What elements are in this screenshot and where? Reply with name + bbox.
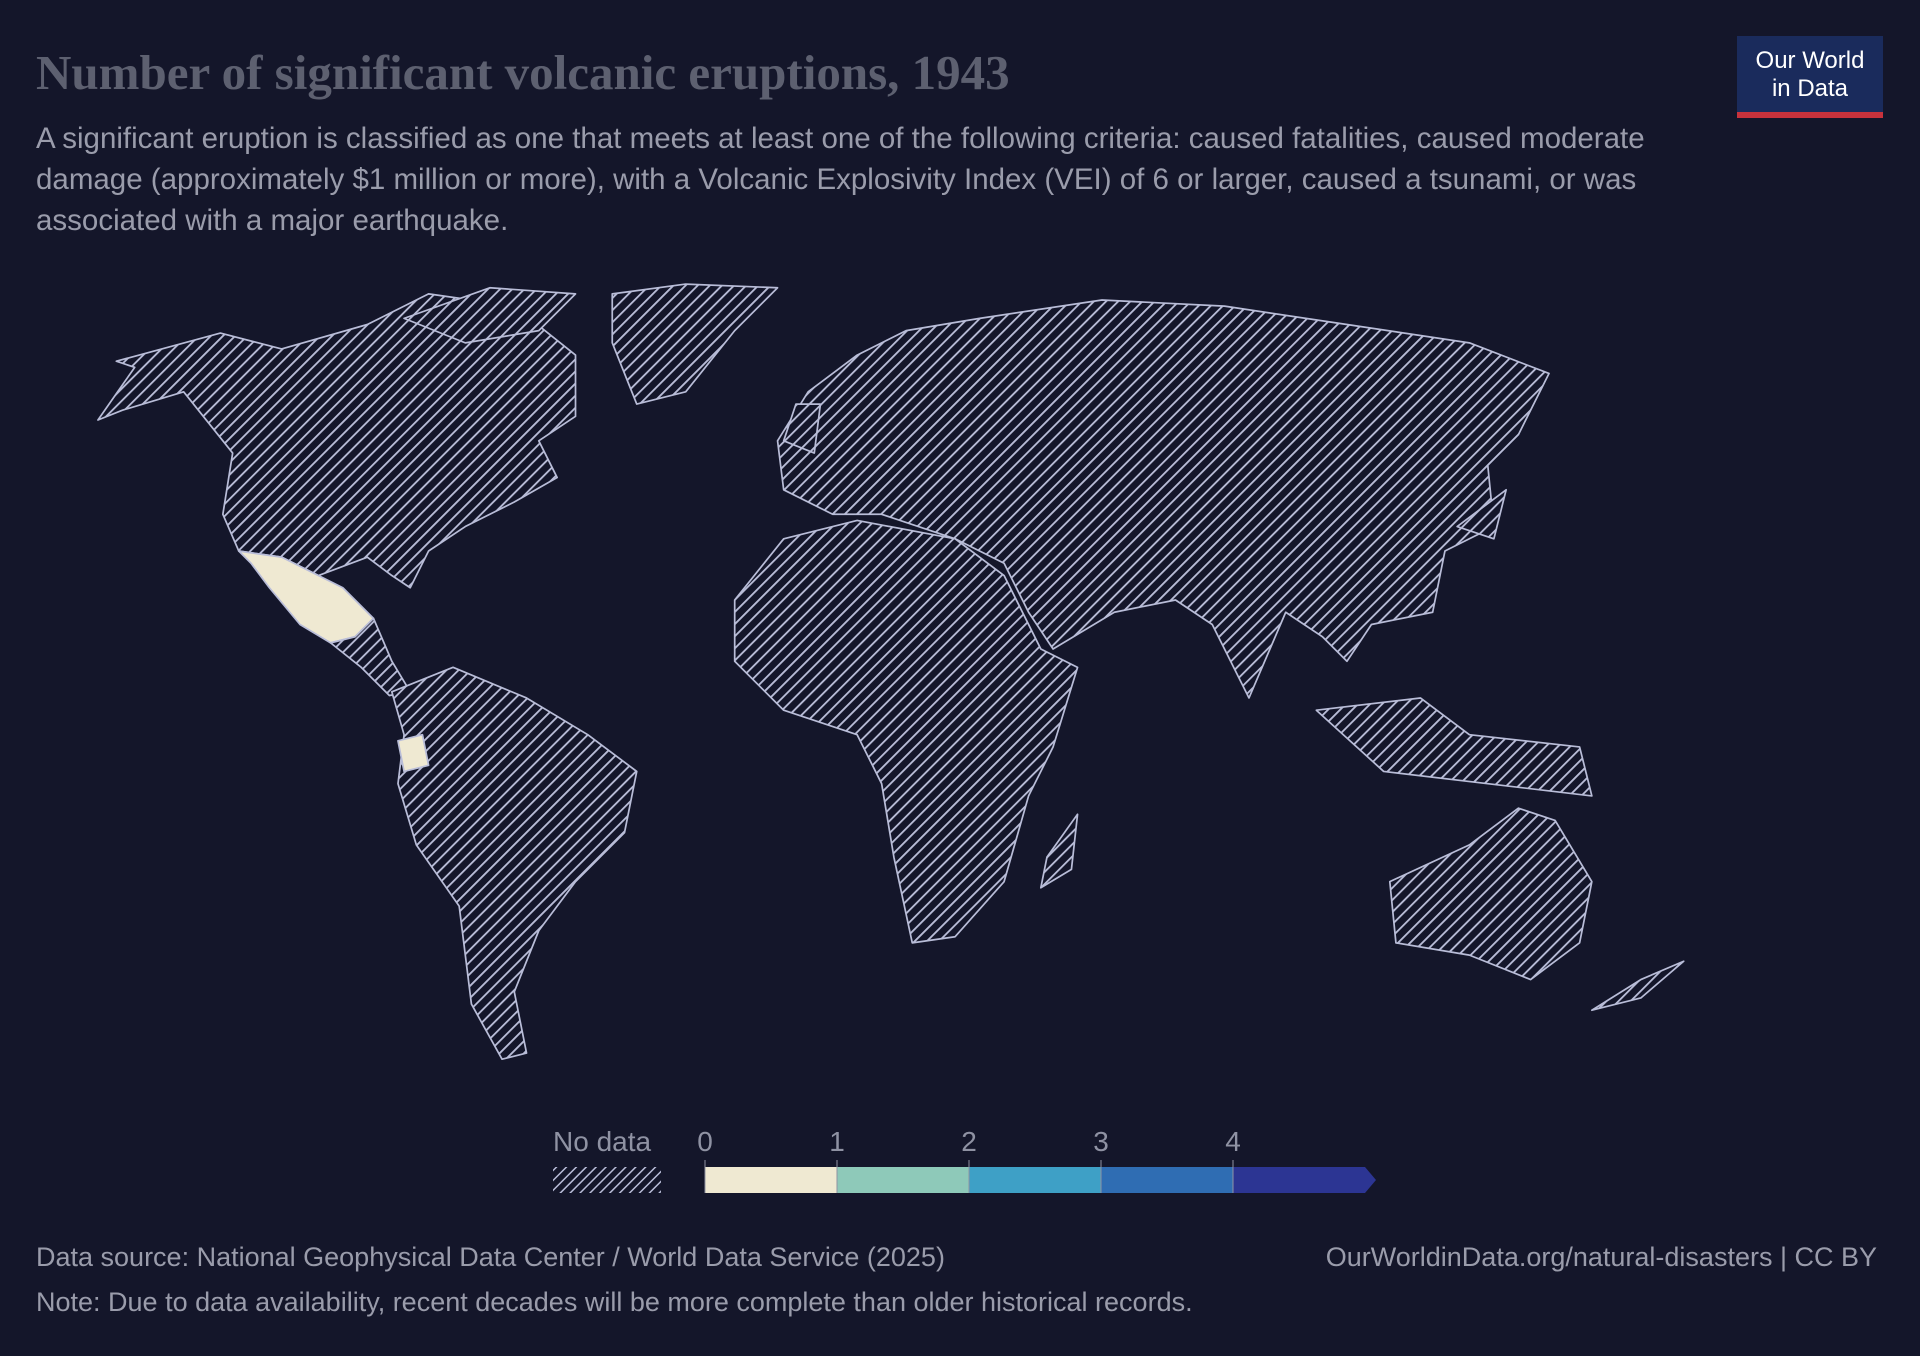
legend-bin: [837, 1167, 969, 1193]
logo-text: in Data: [1772, 75, 1849, 102]
legend: 0 1 2 3 4: [697, 1126, 1376, 1193]
legend-no-data-swatch: [553, 1167, 661, 1193]
legend-bin: [705, 1167, 837, 1193]
legend-tick-label: 3: [1093, 1126, 1109, 1157]
land-shape: [1039, 813, 1079, 889]
source: Data source: National Geophysical Data C…: [36, 1242, 945, 1272]
note: Note: Due to data availability, recent d…: [36, 1287, 1193, 1317]
legend-tick-label: 0: [697, 1126, 713, 1157]
land-shape: [1590, 960, 1685, 1012]
land-shape: [1456, 488, 1507, 540]
chart-title: Number of significant volcanic eruptions…: [36, 45, 1010, 100]
land-shape: [97, 293, 577, 589]
land-shape: [403, 286, 577, 344]
logo-bar: [1737, 112, 1883, 118]
url[interactable]: OurWorldinData.org/natural-disasters | C…: [1326, 1242, 1877, 1272]
legend-tick-label: 2: [961, 1126, 977, 1157]
land-shape: [733, 519, 1079, 944]
logo-text: Our World: [1756, 47, 1865, 74]
land-shape: [1388, 807, 1593, 981]
logo-box: [1737, 36, 1883, 118]
subtitle: A significant eruption is classified as …: [36, 122, 1645, 237]
land-shape: [1315, 697, 1593, 797]
land-shape: [390, 666, 638, 1061]
land-shape: [329, 617, 412, 697]
legend-no-data-label: No data: [553, 1126, 651, 1157]
world-map: [97, 283, 1685, 1061]
legend-tick-label: 4: [1225, 1126, 1241, 1157]
logo[interactable]: Our World in Data: [1737, 36, 1883, 118]
land-shape-data: [397, 733, 430, 773]
land-shape: [776, 299, 1550, 699]
legend-bin: [1101, 1167, 1233, 1193]
legend-bin: [1233, 1167, 1376, 1193]
land-shape: [611, 283, 779, 405]
land-shape: [782, 403, 822, 454]
legend-tick-label: 1: [829, 1126, 845, 1157]
legend-bin: [969, 1167, 1101, 1193]
